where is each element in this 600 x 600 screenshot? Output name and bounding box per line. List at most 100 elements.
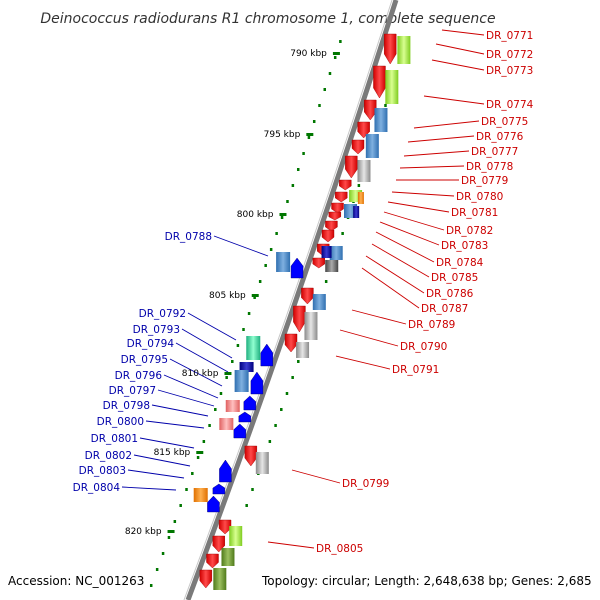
reverse-gene-arrow	[212, 483, 226, 495]
forward-gene-label: DR_0783	[441, 240, 488, 252]
leader-line	[361, 267, 420, 309]
forward-gene-box	[296, 342, 310, 358]
reverse-gene-arrow	[233, 423, 247, 439]
reverse-gene-box	[276, 252, 291, 272]
major-tick	[332, 52, 340, 55]
scale-dot	[196, 456, 200, 459]
forward-gene-arrow	[364, 99, 377, 121]
leader-line	[435, 43, 485, 55]
forward-gene-arrow	[328, 211, 342, 221]
reverse-gene-box	[219, 418, 234, 430]
reverse-gene-label: DR_0802	[85, 450, 132, 462]
scale-label: 800 kbp	[237, 210, 274, 220]
map-title: Deinococcus radiodurans R1 chromosome 1,…	[40, 11, 495, 27]
forward-gene-arrow	[325, 220, 338, 232]
reverse-gene-label: DR_0800	[97, 416, 144, 428]
leader-line	[399, 165, 465, 169]
scale-dot	[258, 280, 262, 283]
reverse-gene-label: DR_0804	[73, 482, 121, 494]
forward-gene-box	[365, 134, 379, 158]
scale-dot	[280, 216, 284, 219]
scale-dot	[173, 520, 177, 523]
leader-line	[403, 150, 470, 157]
forward-gene-label: DR_0773	[486, 65, 533, 77]
forward-gene-arrow	[312, 257, 325, 269]
backbone-highlight	[183, 0, 393, 600]
track-dot	[357, 184, 361, 187]
leader-line	[181, 328, 233, 359]
scale-dot	[208, 424, 211, 427]
leader-line	[213, 235, 269, 257]
scale-dot	[231, 360, 234, 363]
scale-dot	[253, 296, 256, 299]
reverse-gene-label: DR_0798	[103, 400, 150, 412]
leader-line	[383, 211, 445, 231]
reverse-gene-label: DR_0795	[121, 354, 168, 366]
scale-dot	[155, 568, 159, 571]
scale-dot	[185, 488, 188, 491]
scale-label: 790 kbp	[290, 49, 327, 59]
reverse-gene-label: DR_0793	[133, 324, 180, 336]
scale-dot	[264, 264, 267, 267]
reverse-gene-label: DR_0801	[91, 433, 138, 445]
reverse-gene-label: DR_0797	[109, 385, 156, 397]
leader-line	[145, 420, 205, 429]
reverse-labels: DR_0788 DR_0792 DR_0793 DR_0794 DR_0795 DR_07…	[73, 231, 212, 494]
scale-dot	[242, 328, 245, 331]
forward-gene-arrow	[218, 519, 232, 535]
scale-dot	[149, 584, 153, 587]
forward-gene-arrow	[351, 139, 365, 155]
major-tick	[306, 133, 314, 136]
feature-track	[193, 33, 411, 590]
track-dot	[268, 440, 272, 443]
reverse-gene-box	[239, 362, 254, 372]
forward-gene-box	[213, 568, 227, 590]
forward-gene-arrow	[206, 553, 219, 569]
forward-gene-arrow	[284, 333, 298, 353]
leader-line	[163, 374, 219, 399]
scale-dot	[323, 88, 326, 91]
major-tick	[279, 213, 287, 216]
scale-dot	[291, 184, 295, 187]
track-dot	[324, 280, 328, 283]
leader-line	[139, 437, 195, 449]
reverse-gene-box	[193, 488, 208, 502]
forward-gene-box	[357, 192, 364, 204]
accession-text: Accession: NC_001263	[8, 574, 144, 588]
forward-gene-label: DR_0775	[481, 116, 528, 128]
reverse-gene-arrow	[250, 371, 264, 395]
forward-gene-label: DR_0778	[466, 161, 513, 173]
forward-gene-box	[325, 260, 339, 272]
scale-dot	[275, 232, 278, 235]
forward-gene-box	[221, 548, 235, 566]
forward-gene-arrow	[199, 569, 213, 589]
forward-gene-arrow	[244, 445, 258, 467]
forward-gene-box	[304, 312, 318, 340]
reverse-gene-label: DR_0792	[139, 308, 186, 320]
leader-line	[157, 389, 215, 407]
forward-gene-box	[255, 452, 269, 474]
scale-dot	[167, 536, 171, 539]
scale-dot	[236, 344, 240, 347]
reverse-gene-arrow	[238, 411, 252, 423]
track-dot	[274, 424, 277, 427]
major-tick	[196, 451, 204, 454]
forward-gene-label: DR_0779	[461, 175, 508, 187]
track-dot	[291, 376, 294, 379]
forward-gene-arrow	[293, 305, 306, 333]
leader-line	[267, 541, 315, 549]
scale-dot	[333, 56, 337, 59]
reverse-gene-box	[225, 400, 240, 412]
forward-gene-label: DR_0771	[486, 30, 533, 42]
reverse-gene-label: DR_0803	[79, 465, 126, 477]
forward-gene-label: DR_0780	[456, 191, 503, 203]
forward-gene-label: DR_0791	[392, 364, 439, 376]
leader-line	[169, 358, 223, 387]
leader-line	[413, 120, 480, 129]
forward-gene-label: DR_0799	[342, 478, 389, 490]
leader-line	[335, 355, 391, 370]
track-dot	[251, 488, 254, 491]
forward-gene-arrow	[384, 33, 397, 65]
track-dot	[341, 232, 344, 235]
